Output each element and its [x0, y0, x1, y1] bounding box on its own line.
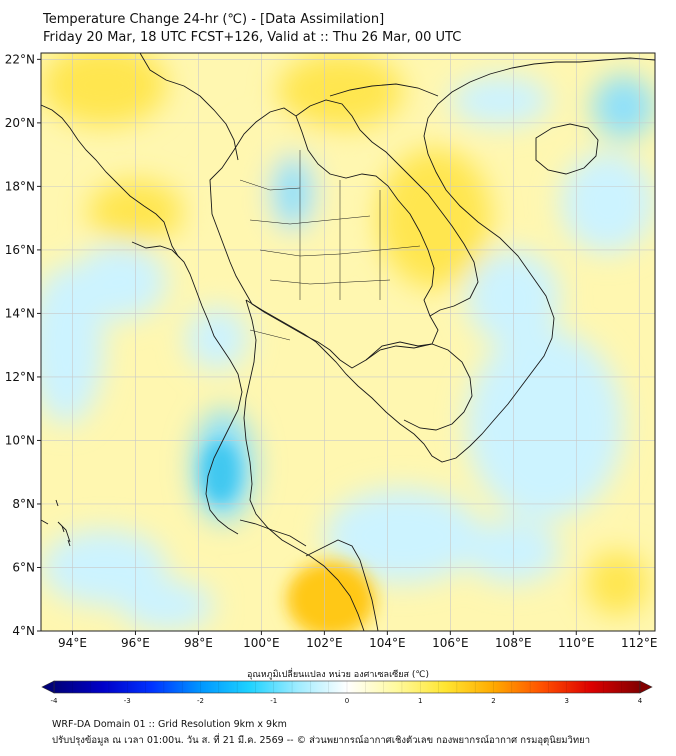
temperature-anomaly-blob [450, 75, 552, 127]
border-myanmar-north [139, 53, 239, 161]
colorbar-tick-label: -4 [51, 697, 59, 705]
coast-hainan [535, 123, 599, 175]
lon-tick-label: 96°E [121, 636, 150, 650]
lon-tick-label: 112°E [621, 636, 658, 650]
colorbar-tick-label: 0 [345, 697, 349, 705]
temperature-anomaly-blob [201, 440, 240, 504]
lat-tick-label: 10°N [5, 433, 35, 447]
border-vietnam-north [329, 83, 439, 97]
colorbar-max-extend [639, 680, 653, 694]
lon-tick-label: 104°E [369, 636, 406, 650]
longitude-ticks: 94°E 96°E 98°E 100°E 102°E 104°E 106°E 108°E 110… [58, 631, 658, 650]
coast-gulf-north [245, 57, 655, 463]
lon-tick-label: 108°E [495, 636, 532, 650]
temperature-anomaly-blob [377, 148, 492, 289]
lon-tick-label: 94°E [58, 636, 87, 650]
colorbar-tick-label: -3 [124, 697, 131, 705]
map-frame [40, 52, 656, 632]
coast-myanmar-west [41, 104, 243, 535]
colorbar-min-extend [41, 680, 55, 694]
lat-tick-label: 4°N [12, 624, 35, 638]
temperature-anomaly-blob [41, 53, 167, 127]
temperature-anomaly-blob [72, 243, 167, 320]
coast-irrawaddy [131, 241, 181, 259]
footer-credit: ปรับปรุงข้อมูล ณ เวลา 01:00น. วัน ส. ที่… [52, 735, 591, 746]
temperature-anomaly-blob [324, 488, 482, 584]
border-thailand [209, 107, 439, 369]
andaman-islands [55, 499, 71, 547]
latitude-ticks: 22°N 20°N 18°N 16°N 14°N 12°N 10°N 8°N 6°N 4°N [5, 52, 41, 638]
temperature-anomaly-blob [560, 151, 655, 254]
lat-tick-label: 20°N [5, 116, 35, 130]
lon-tick-label: 102°E [306, 636, 343, 650]
lat-tick-label: 14°N [5, 306, 35, 320]
temperature-anomaly-blob [119, 580, 215, 631]
lat-tick-label: 22°N [5, 52, 35, 66]
lon-tick-label: 98°E [184, 636, 213, 650]
lat-tick-label: 6°N [12, 560, 35, 574]
coastlines-borders [41, 53, 655, 631]
temperature-anomaly-blob [270, 154, 315, 231]
lat-tick-label: 16°N [5, 243, 35, 257]
colorbar-tick-label: 3 [565, 697, 569, 705]
coast-gulf-west [243, 299, 365, 631]
lat-tick-label: 18°N [5, 179, 35, 193]
coast-malaysia [305, 539, 379, 631]
colorbar-tick-label: 4 [638, 697, 643, 705]
lat-tick-label: 12°N [5, 370, 35, 384]
lon-tick-label: 110°E [558, 636, 595, 650]
colorbar [41, 680, 653, 694]
lat-tick-label: 8°N [12, 497, 35, 511]
temperature-anomaly-blob [185, 307, 249, 371]
footer-model-info: WRF-DA Domain 01 :: Grid Resolution 9km … [52, 719, 287, 730]
colorbar-tick-label: 1 [418, 697, 422, 705]
colorbar-tick-label: -1 [270, 697, 277, 705]
colorbar-ticks: -4 -3 -2 -1 0 1 2 3 4 [51, 697, 643, 705]
temperature-anomaly-blob [286, 561, 375, 631]
map-subtitle: Friday 20 Mar, 18 UTC FCST+126, Valid at… [43, 30, 462, 45]
colorbar-tick-label: -2 [197, 697, 204, 705]
lon-tick-label: 100°E [243, 636, 280, 650]
colorbar-tick-label: 2 [491, 697, 495, 705]
map-title: Temperature Change 24-hr (℃) - [Data Ass… [43, 12, 385, 27]
lon-tick-label: 106°E [432, 636, 469, 650]
province-lines [239, 150, 421, 341]
colorbar-label: อุณหภูมิเปลี่ยนแปลง หน่วย องศาเซลเซียส (… [246, 670, 430, 680]
temperature-field [41, 53, 655, 631]
border-laos [295, 99, 479, 317]
border-cambodia [365, 341, 473, 431]
coast-sumatra [41, 519, 71, 543]
border-thai-malaysia [239, 519, 307, 547]
temperature-anomaly-blob [592, 75, 655, 139]
temperature-anomaly-blob [277, 53, 404, 130]
